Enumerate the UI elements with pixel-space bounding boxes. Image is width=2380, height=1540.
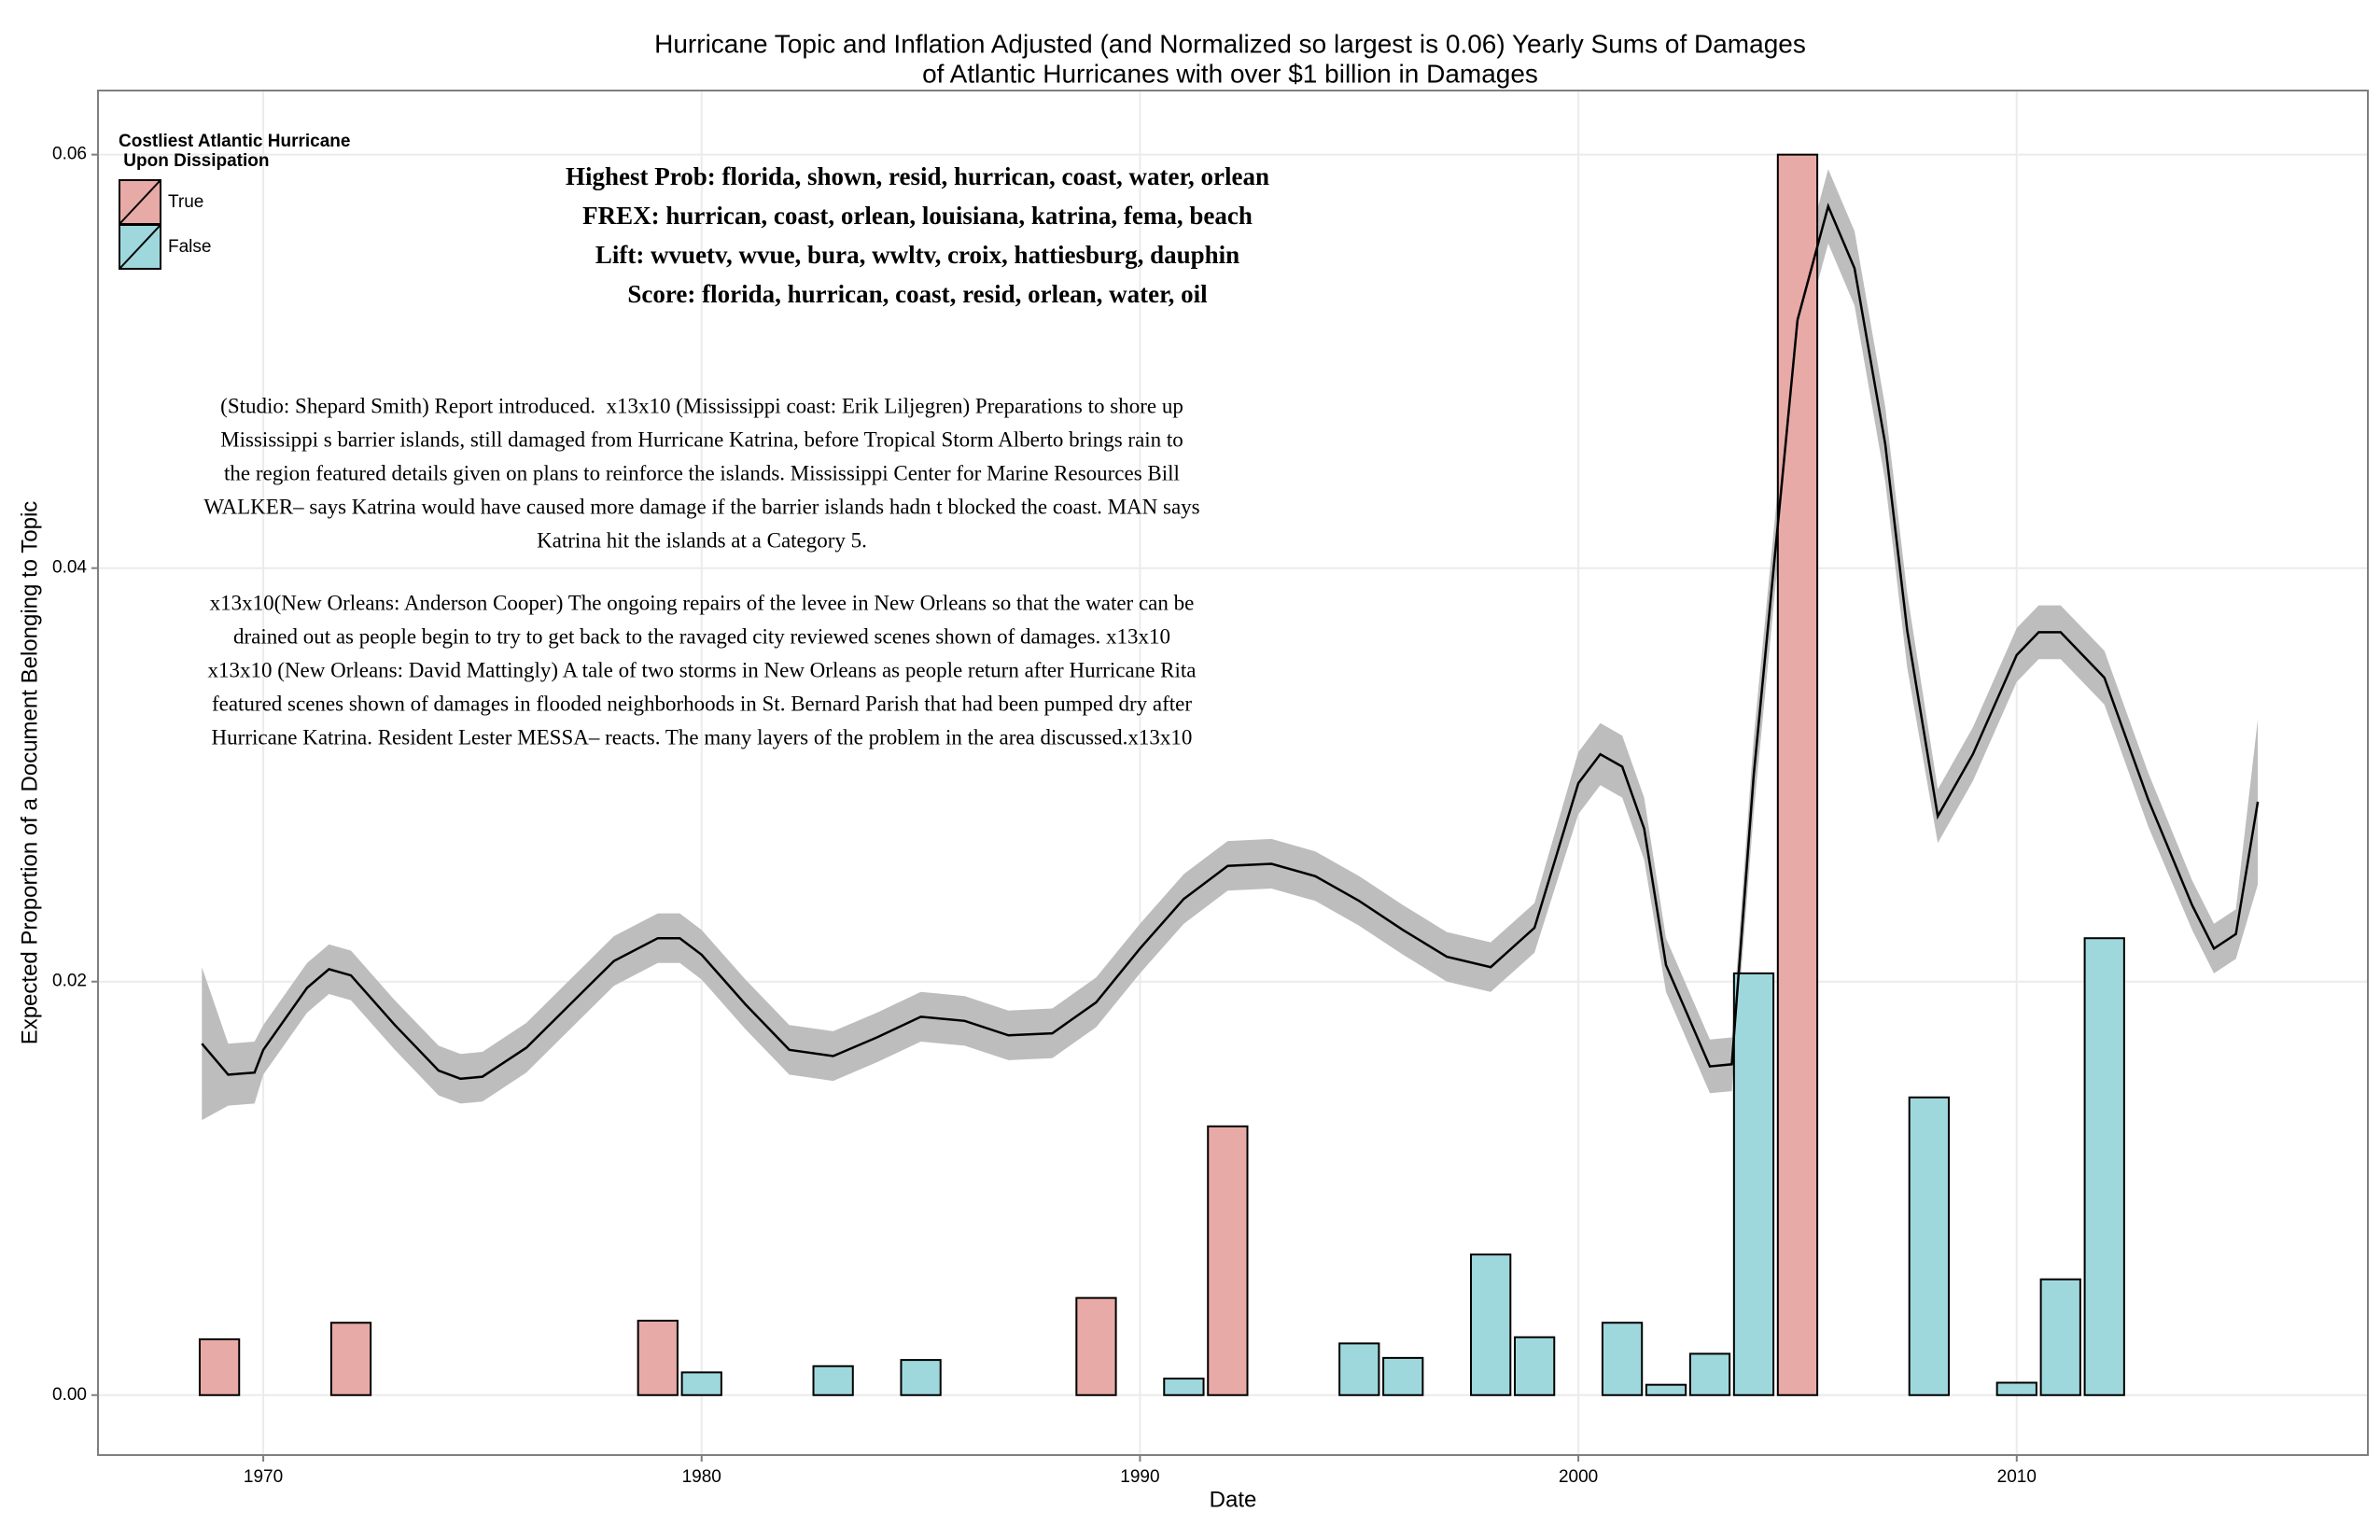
topic-words: Lift: wvuetv, wvue, bura, wwltv, croix, … [595, 241, 1239, 269]
topic-words: FREX: hurrican, coast, orlean, louisiana… [582, 202, 1253, 230]
x-axis-label: Date [1210, 1487, 1257, 1512]
bar [1908, 1096, 1950, 1396]
bar [198, 1337, 241, 1396]
chart-title: Hurricane Topic and Inflation Adjusted (… [654, 29, 1806, 58]
x-tick-label: 1990 [1120, 1467, 1159, 1487]
bar [680, 1371, 722, 1396]
smooth-line [201, 203, 2260, 1081]
legend-title: Upon Dissipation [119, 151, 270, 171]
document-text: featured scenes shown of damages in floo… [212, 692, 1192, 715]
chart-title: of Atlantic Hurricanes with over $1 bill… [922, 59, 1538, 88]
x-tick-label: 2010 [1997, 1467, 2037, 1487]
bar [900, 1359, 942, 1396]
y-tick-label: 0.04 [52, 558, 87, 578]
bar [1338, 1342, 1380, 1396]
bar [1382, 1356, 1424, 1396]
y-tick-label: 0.02 [52, 972, 87, 991]
y-axis-label: Expected Proportion of a Document Belong… [17, 501, 42, 1045]
y-tick-label: 0.06 [52, 145, 87, 164]
document-text: Katrina hit the islands at a Category 5. [537, 528, 867, 552]
bar [1601, 1322, 1644, 1396]
x-tick-label: 1970 [244, 1467, 283, 1487]
legend-title: Costliest Atlantic Hurricane [119, 132, 350, 151]
bar [1688, 1352, 1731, 1396]
bar [2039, 1278, 2081, 1396]
bar [329, 1322, 372, 1396]
y-tick-label: 0.00 [52, 1385, 87, 1405]
bar [1776, 153, 1819, 1396]
legend-label: False [168, 237, 211, 257]
document-text: (Studio: Shepard Smith) Report introduce… [220, 394, 1183, 417]
bar [812, 1365, 854, 1396]
document-text: x13x10 (New Orleans: David Mattingly) A … [208, 658, 1197, 681]
confidence-band [202, 169, 2259, 1121]
bar [1732, 972, 1775, 1396]
plot-border [97, 90, 2369, 1456]
bar [2083, 937, 2125, 1396]
document-text: Mississippi s barrier islands, still dam… [220, 427, 1183, 451]
document-text: Hurricane Katrina. Resident Lester MESSA… [212, 725, 1193, 749]
document-text: drained out as people begin to try to ge… [233, 624, 1170, 648]
bar [1514, 1336, 1556, 1396]
document-text: WALKER– says Katrina would have caused m… [203, 495, 1199, 518]
bar [1470, 1253, 1512, 1396]
legend-swatch-line [119, 179, 161, 225]
bar [1995, 1381, 2037, 1396]
legend-swatch-line [119, 224, 161, 270]
bar [637, 1320, 679, 1396]
x-tick-label: 1980 [682, 1467, 721, 1487]
legend-label: True [168, 192, 203, 212]
bar [1163, 1378, 1205, 1396]
x-tick-label: 2000 [1559, 1467, 1598, 1487]
bar [1207, 1125, 1249, 1396]
document-text: the region featured details given on pla… [224, 461, 1180, 484]
topic-words: Score: florida, hurrican, coast, resid, … [627, 280, 1208, 308]
document-text: x13x10(New Orleans: Anderson Cooper) The… [210, 591, 1195, 614]
bar [1075, 1296, 1117, 1396]
bar [1645, 1383, 1687, 1396]
topic-words: Highest Prob: florida, shown, resid, hur… [566, 162, 1269, 190]
